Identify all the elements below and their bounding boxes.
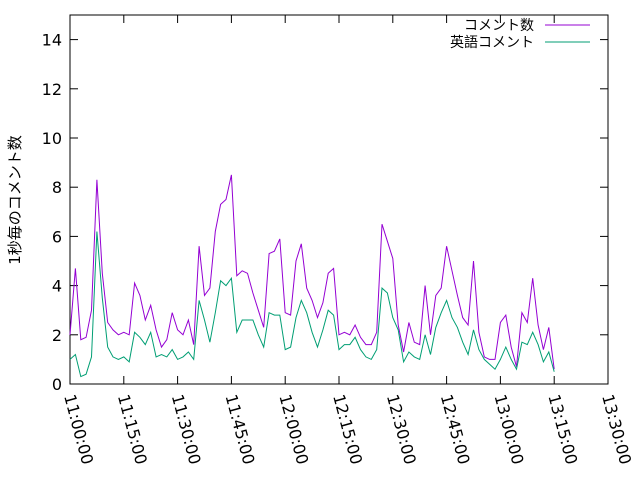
x-tick-label: 13:30:00 xyxy=(598,392,635,466)
legend-label-1: 英語コメント xyxy=(450,34,534,51)
x-tick-label: 11:30:00 xyxy=(168,392,205,466)
series-group xyxy=(69,174,555,378)
legend-label-0: コメント数 xyxy=(464,18,534,34)
x-tick-label: 11:15:00 xyxy=(114,392,151,466)
x-tick-label: 12:15:00 xyxy=(329,392,366,466)
x-tick-label: 13:15:00 xyxy=(544,392,581,466)
x-tick-label: 11:00:00 xyxy=(60,392,97,466)
x-axis: 11:00:00 11:15:00 11:30:00 11:45:00 12:00:00… xyxy=(60,15,635,466)
y-tick-label: 14 xyxy=(42,31,62,50)
y-axis: 0 2 4 6 8 10 12 14 xyxy=(42,31,608,394)
y-axis-label: 1秒毎のコメント数 xyxy=(6,135,24,265)
series-line-1 xyxy=(69,231,555,378)
y-tick-label: 8 xyxy=(52,178,62,197)
series-line-0 xyxy=(69,174,555,370)
x-tick-label: 12:45:00 xyxy=(437,392,474,466)
y-tick-label: 6 xyxy=(52,227,62,246)
x-tick-label: 12:30:00 xyxy=(383,392,420,466)
y-tick-label: 4 xyxy=(52,277,62,296)
y-tick-label: 12 xyxy=(42,80,62,99)
y-tick-label: 10 xyxy=(42,129,62,148)
x-tick-label: 11:45:00 xyxy=(222,392,259,466)
y-tick-label: 0 xyxy=(52,375,62,394)
x-tick-label: 13:00:00 xyxy=(491,392,528,466)
y-tick-label: 2 xyxy=(52,326,62,345)
x-tick-label: 12:00:00 xyxy=(275,392,312,466)
